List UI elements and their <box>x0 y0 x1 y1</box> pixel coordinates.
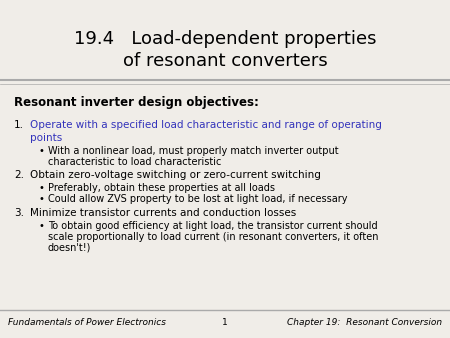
Text: Preferably, obtain these properties at all loads: Preferably, obtain these properties at a… <box>48 183 275 193</box>
Text: doesn't!): doesn't!) <box>48 243 91 253</box>
Text: •: • <box>38 146 44 156</box>
Text: Resonant inverter design objectives:: Resonant inverter design objectives: <box>14 96 259 109</box>
Text: Operate with a specified load characteristic and range of operating: Operate with a specified load characteri… <box>30 120 382 130</box>
Text: of resonant converters: of resonant converters <box>122 52 328 70</box>
Text: characteristic to load characteristic: characteristic to load characteristic <box>48 157 221 167</box>
Text: To obtain good efficiency at light load, the transistor current should: To obtain good efficiency at light load,… <box>48 221 378 231</box>
Text: 3.: 3. <box>14 208 24 218</box>
Text: Could allow ZVS property to be lost at light load, if necessary: Could allow ZVS property to be lost at l… <box>48 194 347 204</box>
Text: Obtain zero-voltage switching or zero-current switching: Obtain zero-voltage switching or zero-cu… <box>30 170 321 180</box>
Text: 1.: 1. <box>14 120 24 130</box>
Text: scale proportionally to load current (in resonant converters, it often: scale proportionally to load current (in… <box>48 232 378 242</box>
Text: 1: 1 <box>222 318 228 327</box>
Text: •: • <box>38 221 44 231</box>
Text: points: points <box>30 133 62 143</box>
Text: With a nonlinear load, must properly match inverter output: With a nonlinear load, must properly mat… <box>48 146 338 156</box>
Text: •: • <box>38 194 44 204</box>
Text: 2.: 2. <box>14 170 24 180</box>
Text: Minimize transistor currents and conduction losses: Minimize transistor currents and conduct… <box>30 208 296 218</box>
Text: Chapter 19:  Resonant Conversion: Chapter 19: Resonant Conversion <box>287 318 442 327</box>
Text: •: • <box>38 183 44 193</box>
Text: Fundamentals of Power Electronics: Fundamentals of Power Electronics <box>8 318 166 327</box>
Text: 19.4   Load-dependent properties: 19.4 Load-dependent properties <box>74 30 376 48</box>
